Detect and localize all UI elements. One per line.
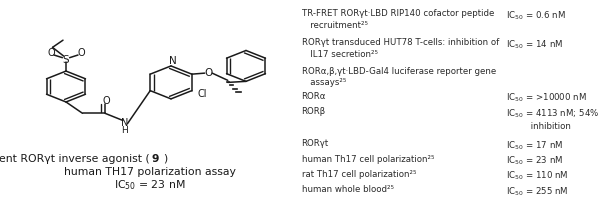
Text: RORα: RORα (302, 92, 326, 101)
Text: IC$_{50}$ = >10000 nM: IC$_{50}$ = >10000 nM (505, 92, 586, 104)
Text: RORα,β,γt·LBD-Gal4 luciferase reporter gene
   assays²⁵: RORα,β,γt·LBD-Gal4 luciferase reporter g… (302, 67, 496, 87)
Text: potent RORγt inverse agonist (: potent RORγt inverse agonist ( (0, 154, 150, 164)
Text: IC$_{50}$ = 23 nM: IC$_{50}$ = 23 nM (505, 154, 563, 167)
Text: IC$_{50}$ = 14 nM: IC$_{50}$ = 14 nM (505, 38, 563, 51)
Text: 9: 9 (151, 154, 159, 164)
Text: O: O (204, 68, 212, 78)
Text: O: O (47, 48, 55, 57)
Text: RORγt: RORγt (302, 139, 329, 148)
Text: IC$_{50}$ = 0.6 nM: IC$_{50}$ = 0.6 nM (505, 9, 565, 22)
Text: ): ) (163, 154, 168, 164)
Text: IC$_{50}$ = 17 nM: IC$_{50}$ = 17 nM (505, 139, 563, 152)
Text: N: N (169, 56, 176, 66)
Text: human Th17 cell polarization²⁵: human Th17 cell polarization²⁵ (302, 154, 434, 164)
Text: IC$_{50}$ = 23 nM: IC$_{50}$ = 23 nM (114, 179, 186, 192)
Text: IC$_{50}$ = 4113 nM; 54%
         inhibition: IC$_{50}$ = 4113 nM; 54% inhibition (505, 107, 599, 131)
Text: O: O (77, 48, 85, 57)
Text: rat Th17 cell polarization²⁵: rat Th17 cell polarization²⁵ (302, 170, 416, 179)
Text: RORγt transduced HUT78 T-cells: inhibition of
   IL17 secretion²⁵: RORγt transduced HUT78 T-cells: inhibiti… (302, 38, 499, 59)
Text: RORβ: RORβ (302, 107, 326, 116)
Text: IC$_{50}$ = 255 nM: IC$_{50}$ = 255 nM (505, 185, 568, 198)
Text: H: H (121, 126, 128, 135)
Text: O: O (103, 96, 110, 106)
Text: human TH17 polarization assay: human TH17 polarization assay (64, 167, 236, 177)
Text: N: N (121, 118, 128, 128)
Text: S: S (62, 55, 70, 65)
Text: IC$_{50}$ = 110 nM: IC$_{50}$ = 110 nM (505, 170, 568, 183)
Text: Cl: Cl (197, 89, 207, 99)
Text: TR-FRET RORγt·LBD RIP140 cofactor peptide
   recruitment²⁵: TR-FRET RORγt·LBD RIP140 cofactor peptid… (302, 9, 494, 30)
Text: human whole blood²⁵: human whole blood²⁵ (302, 185, 394, 194)
